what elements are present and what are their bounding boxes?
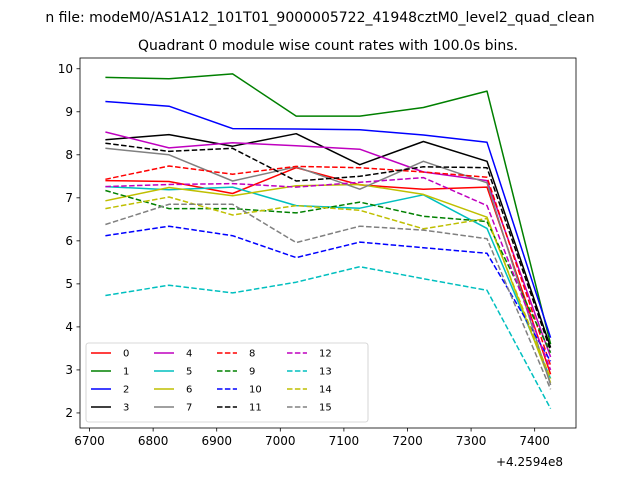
legend-label: 7 [186, 403, 192, 414]
y-tick-label: 2 [65, 406, 73, 420]
y-tick-label: 10 [58, 62, 73, 76]
legend-item-7: 7 [154, 403, 192, 414]
legend-item-6: 6 [154, 385, 192, 396]
legend-item-11: 11 [217, 403, 262, 414]
axes-frame [79, 57, 577, 429]
y-tick-label: 9 [65, 105, 73, 119]
legend-item-1: 1 [91, 367, 129, 378]
x-tick-label: 6900 [201, 434, 232, 448]
y-tick-label: 6 [65, 234, 73, 248]
legend-item-0: 0 [91, 349, 129, 360]
legend-label: 11 [249, 403, 262, 414]
series-line-8 [105, 165, 552, 366]
legend-item-8: 8 [217, 349, 255, 360]
legend-label: 13 [319, 367, 332, 378]
legend-label: 6 [186, 385, 192, 396]
axes-layer: 6700 6800 6900 7000 7100 7200 7300 740023456789… [58, 57, 577, 448]
legend-label: 15 [319, 403, 332, 414]
legend-item-10: 10 [217, 385, 262, 396]
series-line-14 [105, 196, 552, 379]
legend-item-13: 13 [287, 367, 332, 378]
legend-label: 5 [186, 367, 192, 378]
legend-label: 12 [319, 349, 332, 360]
x-tick-label: 7100 [329, 434, 360, 448]
x-tick-label: 7400 [519, 434, 550, 448]
chart-title: Quadrant 0 module wise count rates with … [138, 38, 518, 54]
series-line-13 [105, 265, 552, 409]
legend-item-4: 4 [154, 349, 192, 360]
legend-item-14: 14 [287, 385, 332, 396]
series-line-9 [105, 189, 552, 354]
legend-item-15: 15 [287, 403, 332, 414]
plot-area: 6700 6800 6900 7000 7100 7200 7300 740023456789… [58, 57, 577, 448]
legend-box [85, 342, 369, 423]
x-tick-label: 7300 [456, 434, 487, 448]
series-line-15 [105, 203, 552, 390]
legend-label: 10 [249, 385, 262, 396]
legend-label: 0 [123, 349, 129, 360]
series-line-1 [105, 73, 552, 345]
legend-label: 3 [123, 403, 129, 414]
series-line-2 [105, 100, 552, 338]
series-line-3 [105, 132, 552, 348]
legend-label: 2 [123, 385, 129, 396]
x-tick-label: 6700 [74, 434, 105, 448]
legend-label: 9 [249, 367, 255, 378]
series-layer [105, 73, 552, 409]
legend-item-3: 3 [91, 403, 129, 414]
x-offset-label: +4.2594e8 [496, 455, 563, 469]
legend-item-2: 2 [91, 385, 129, 396]
series-line-11 [105, 142, 552, 351]
legend-item-12: 12 [287, 349, 332, 360]
legend-item-5: 5 [154, 367, 192, 378]
legend-label: 14 [319, 385, 332, 396]
legend-label: 8 [249, 349, 255, 360]
y-tick-label: 3 [65, 363, 73, 377]
x-tick-label: 6800 [138, 434, 169, 448]
y-tick-label: 5 [65, 277, 73, 291]
legend-item-9: 9 [217, 367, 255, 378]
series-line-12 [105, 176, 552, 371]
series-line-10 [105, 225, 552, 362]
x-tick-label: 7200 [392, 434, 423, 448]
y-tick-label: 8 [65, 148, 73, 162]
y-tick-label: 7 [65, 191, 73, 205]
y-tick-label: 4 [65, 320, 73, 334]
figure-suptitle: n file: modeM0/AS1A12_101T01_9000005722_… [45, 10, 594, 26]
legend-label: 4 [186, 349, 192, 360]
x-tick-label: 7000 [265, 434, 296, 448]
series-line-0 [105, 166, 552, 375]
legend-label: 1 [123, 367, 129, 378]
